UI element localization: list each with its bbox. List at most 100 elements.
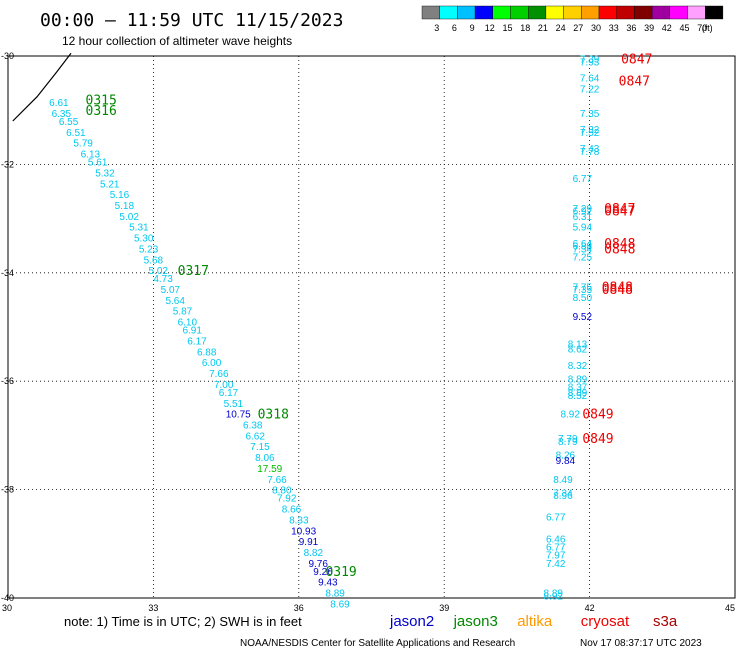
- wave-height-label: 7.92: [277, 494, 297, 505]
- wave-height-label: 6.92: [573, 206, 593, 217]
- y-tick-label: -40: [1, 593, 14, 603]
- wave-height-label: 7.25: [573, 253, 593, 264]
- wave-height-label: 7.42: [546, 559, 566, 570]
- wave-height-label: 8.37: [568, 383, 588, 394]
- colorbar-label: 70: [697, 23, 707, 33]
- pass-time-label: 0317: [178, 264, 209, 279]
- coastline: [12, 52, 72, 122]
- pass-time-label: 0848: [604, 237, 635, 252]
- wave-height-label: 5.61: [88, 158, 108, 169]
- wave-height-label: 6.77: [546, 513, 566, 524]
- footer-credit: NOAA/NESDIS Center for Satellite Applica…: [240, 638, 515, 649]
- wave-height-label: 8.79: [558, 437, 578, 448]
- wave-height-label: 5.02: [149, 266, 169, 277]
- colorbar-swatch: [439, 5, 458, 20]
- colorbar-label: 33: [609, 23, 619, 33]
- colorbar-label: 12: [485, 23, 495, 33]
- wave-height-label: 9.84: [556, 456, 576, 467]
- colorbar-label: 3: [434, 23, 439, 33]
- colorbar-label: 36: [626, 23, 636, 33]
- satellite-altika: altika: [517, 613, 553, 630]
- wave-height-label: 7.66: [267, 475, 287, 486]
- colorbar-swatch: [528, 5, 547, 20]
- wave-height-label: 5.79: [73, 139, 93, 150]
- colorbar-label: 15: [502, 23, 512, 33]
- wave-height-label: 8.89: [568, 388, 588, 399]
- y-tick-label: -36: [1, 376, 14, 386]
- wave-height-label: 6.17: [187, 337, 207, 348]
- satellite-cryosat: cryosat: [581, 613, 630, 630]
- wave-height-label: 7.75: [573, 282, 593, 293]
- colorbar-swatch: [634, 5, 653, 20]
- wave-height-label: 8.66: [282, 505, 302, 516]
- pass-time-label: 0847: [619, 74, 650, 89]
- pass-time-label: 0847: [604, 204, 635, 219]
- wave-height-label: 7.22: [580, 85, 600, 96]
- pass-time-label: 0848: [602, 283, 633, 298]
- wave-height-label: 7.32: [580, 125, 600, 136]
- pass-time-label: 0315: [86, 93, 117, 108]
- wave-height-label: 8.49: [553, 475, 573, 486]
- y-tick-label: -34: [1, 268, 14, 278]
- wave-height-label: 7.34: [573, 244, 593, 255]
- wave-height-label: 6.55: [59, 117, 79, 128]
- wave-height-label: 8.92: [544, 591, 564, 602]
- wave-height-label: 6.17: [219, 388, 239, 399]
- wave-height-label: 7.52: [580, 128, 600, 139]
- wave-height-label: 6.91: [182, 326, 202, 337]
- pass-time-label: 0319: [325, 565, 356, 580]
- colorbar-label: 39: [644, 23, 654, 33]
- colorbar-swatch: [510, 5, 529, 20]
- colorbar-label: 6: [452, 23, 457, 33]
- colorbar-label: 18: [520, 23, 530, 33]
- wave-height-label: 5.64: [165, 296, 185, 307]
- wave-height-label: 4.73: [153, 274, 173, 285]
- pass-time-label: 0318: [258, 408, 289, 423]
- pass-time-label: 0849: [582, 408, 613, 423]
- wave-height-label: 7.15: [250, 442, 270, 453]
- wave-height-label: 5.30: [134, 234, 154, 245]
- wave-height-label: 17.59: [257, 464, 282, 475]
- wave-height-label: 7.34: [553, 488, 573, 499]
- wave-height-label: 8.06: [255, 453, 275, 464]
- x-tick-label: 42: [585, 603, 595, 613]
- wave-height-label: 8.89: [325, 589, 345, 600]
- colorbar-swatch: [474, 5, 494, 20]
- wave-height-label: 6.35: [52, 109, 72, 120]
- colorbar-swatch: [492, 5, 511, 20]
- y-tick-label: -32: [1, 159, 14, 169]
- colorbar-swatch: [616, 5, 635, 20]
- wave-height-label: 8.62: [568, 345, 588, 356]
- y-tick-label: -30: [1, 51, 14, 61]
- wave-height-label: 7.79: [558, 434, 578, 445]
- x-tick-label: 36: [294, 603, 304, 613]
- footer-note: note: 1) Time is in UTC; 2) SWH is in fe…: [64, 614, 302, 629]
- wave-height-label: 6.00: [202, 358, 222, 369]
- x-tick-label: 30: [2, 603, 12, 613]
- colorbar-swatch: [421, 5, 440, 20]
- colorbar-label: 42: [662, 23, 672, 33]
- colorbar-swatch: [581, 5, 600, 20]
- wave-height-label: 5.23: [139, 244, 159, 255]
- wave-height-label: 6.61: [49, 98, 69, 109]
- satellite-jason2: jason2: [389, 613, 434, 630]
- wave-height-label: 6.38: [243, 421, 263, 432]
- wave-height-label: 5.31: [129, 223, 149, 234]
- colorbar-swatch: [651, 5, 670, 20]
- wave-height-label: 5.18: [115, 201, 135, 212]
- y-tick-label: -38: [1, 485, 14, 495]
- colorbar-label: 27: [573, 23, 583, 33]
- chart-title: 00:00 – 11:59 UTC 11/15/2023: [40, 10, 343, 31]
- pass-time-label: 0848: [604, 242, 635, 257]
- footer-timestamp: Nov 17 08:37:17 UTC 2023: [580, 638, 702, 649]
- wave-height-label: 7.39: [580, 55, 600, 66]
- satellite-jason3: jason3: [453, 613, 498, 630]
- colorbar-label: 30: [591, 23, 601, 33]
- colorbar-label: 24: [556, 23, 566, 33]
- wave-height-label: 5.02: [119, 212, 139, 223]
- colorbar-swatch: [457, 5, 476, 20]
- wave-height-label: 5.51: [224, 399, 244, 410]
- chart-subtitle: 12 hour collection of altimeter wave hei…: [62, 34, 292, 48]
- pass-time-label: 0316: [86, 104, 117, 119]
